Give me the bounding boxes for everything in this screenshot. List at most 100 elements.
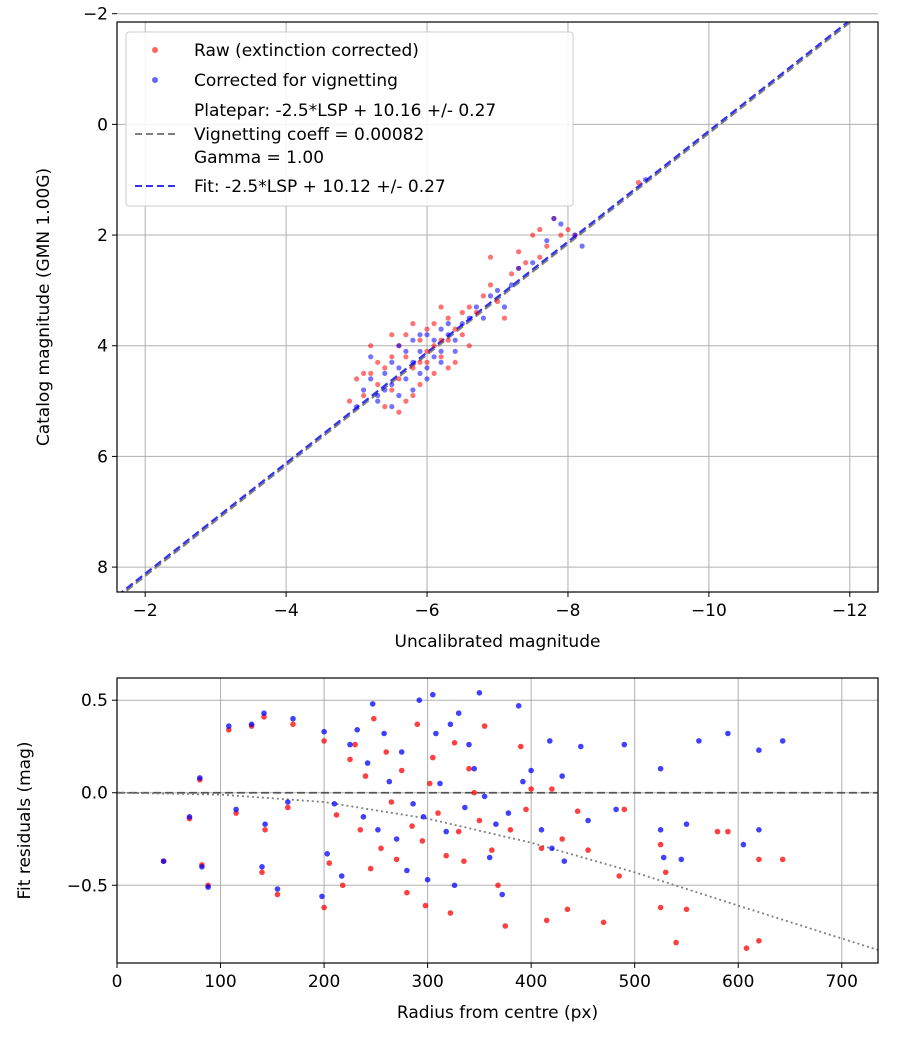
bottom-chart: 0 100 200 300 400 500 600 700 −0.5 0.0 0.5 Radius …	[15, 677, 879, 1023]
raw-point	[756, 856, 762, 863]
raw-point	[518, 743, 524, 750]
x-tick-label: −6	[415, 601, 440, 621]
corrected-point	[404, 867, 410, 874]
corrected-point	[487, 293, 494, 299]
legend-box	[125, 31, 574, 207]
y-tick-label: 0.5	[81, 691, 108, 711]
corrected-point	[398, 749, 405, 755]
corrected-point	[396, 392, 402, 399]
legend-label-platepar: Platepar: -2.5*LSP + 10.16 +/- 0.27	[194, 101, 496, 121]
raw-point	[417, 337, 423, 343]
corrected-point	[480, 315, 486, 321]
raw-point	[476, 817, 483, 824]
raw-point	[471, 789, 478, 796]
corrected-point	[499, 891, 506, 898]
raw-point	[389, 387, 395, 393]
corrected-point	[205, 884, 211, 890]
corrected-point	[424, 332, 430, 338]
corrected-point	[473, 304, 479, 310]
raw-point	[452, 359, 458, 365]
corrected-point	[515, 703, 522, 709]
corrected-point	[578, 743, 584, 750]
corrected-point	[416, 697, 423, 703]
raw-point	[410, 321, 416, 327]
corrected-point	[561, 858, 568, 864]
corrected-point	[431, 354, 437, 360]
corrected-point	[262, 821, 268, 827]
y-tick-label: 4	[97, 337, 108, 357]
corrected-point	[360, 814, 367, 820]
raw-point	[378, 845, 384, 852]
corrected-point	[375, 827, 381, 833]
raw-point	[403, 354, 409, 360]
raw-point	[430, 754, 436, 761]
raw-point	[564, 906, 571, 913]
corrected-point	[321, 728, 327, 735]
corrected-point	[285, 799, 291, 805]
raw-point	[523, 260, 529, 266]
raw-point	[683, 906, 690, 913]
corrected-point	[516, 265, 522, 271]
raw-point	[422, 902, 429, 909]
corrected-point	[369, 701, 376, 707]
raw-point	[403, 332, 409, 338]
raw-point	[657, 841, 664, 848]
raw-point	[382, 404, 388, 410]
corrected-point	[657, 765, 664, 772]
raw-point	[346, 398, 353, 404]
corrected-point	[725, 730, 731, 737]
raw-point	[321, 904, 327, 911]
corrected-point	[259, 864, 265, 870]
corrected-point	[678, 856, 685, 863]
raw-point	[410, 365, 416, 371]
corrected-point	[471, 765, 478, 772]
raw-point	[398, 767, 405, 774]
raw-point	[375, 359, 381, 365]
corrected-point	[199, 864, 205, 870]
corrected-point	[451, 882, 458, 889]
raw-point	[361, 370, 367, 376]
raw-point	[616, 873, 622, 879]
corrected-point	[438, 359, 444, 365]
corrected-point	[368, 376, 374, 382]
x-tick-label: 500	[618, 972, 650, 992]
corrected-point	[683, 821, 690, 827]
corrected-point	[424, 365, 430, 371]
corrected-point	[389, 381, 395, 388]
bottom-y-axis-label: Fit residuals (mag)	[15, 742, 35, 900]
corrected-point	[368, 354, 374, 360]
raw-point	[487, 282, 494, 288]
corrected-point	[338, 873, 345, 879]
corrected-point	[186, 814, 193, 820]
raw-point	[409, 823, 415, 829]
corrected-point	[197, 775, 203, 781]
corrected-point	[455, 710, 462, 716]
corrected-point	[431, 337, 437, 343]
corrected-point	[410, 359, 416, 365]
corrected-point	[572, 232, 578, 238]
bottom-reference-lines	[117, 791, 878, 951]
raw-point	[507, 827, 514, 833]
raw-point	[502, 923, 509, 929]
corrected-point	[438, 348, 444, 354]
raw-point	[403, 398, 409, 404]
raw-point	[445, 337, 451, 343]
raw-point	[419, 838, 426, 844]
corrected-point	[433, 730, 439, 737]
corrected-point	[386, 778, 393, 785]
corrected-point	[160, 858, 167, 864]
x-tick-label: −12	[832, 601, 868, 621]
x-tick-label: −4	[274, 601, 299, 621]
raw-point	[558, 232, 564, 238]
corrected-point	[261, 710, 267, 716]
raw-point	[347, 756, 353, 763]
corrected-point	[438, 326, 444, 332]
corrected-point	[466, 315, 472, 321]
line-vignetting-model	[117, 791, 878, 951]
corrected-point	[290, 715, 296, 722]
y-tick-label: 0.0	[81, 784, 108, 804]
corrected-point	[381, 730, 387, 737]
legend-label-corrected: Corrected for vignetting	[194, 71, 398, 91]
corrected-point	[696, 738, 702, 744]
raw-point	[559, 836, 565, 842]
